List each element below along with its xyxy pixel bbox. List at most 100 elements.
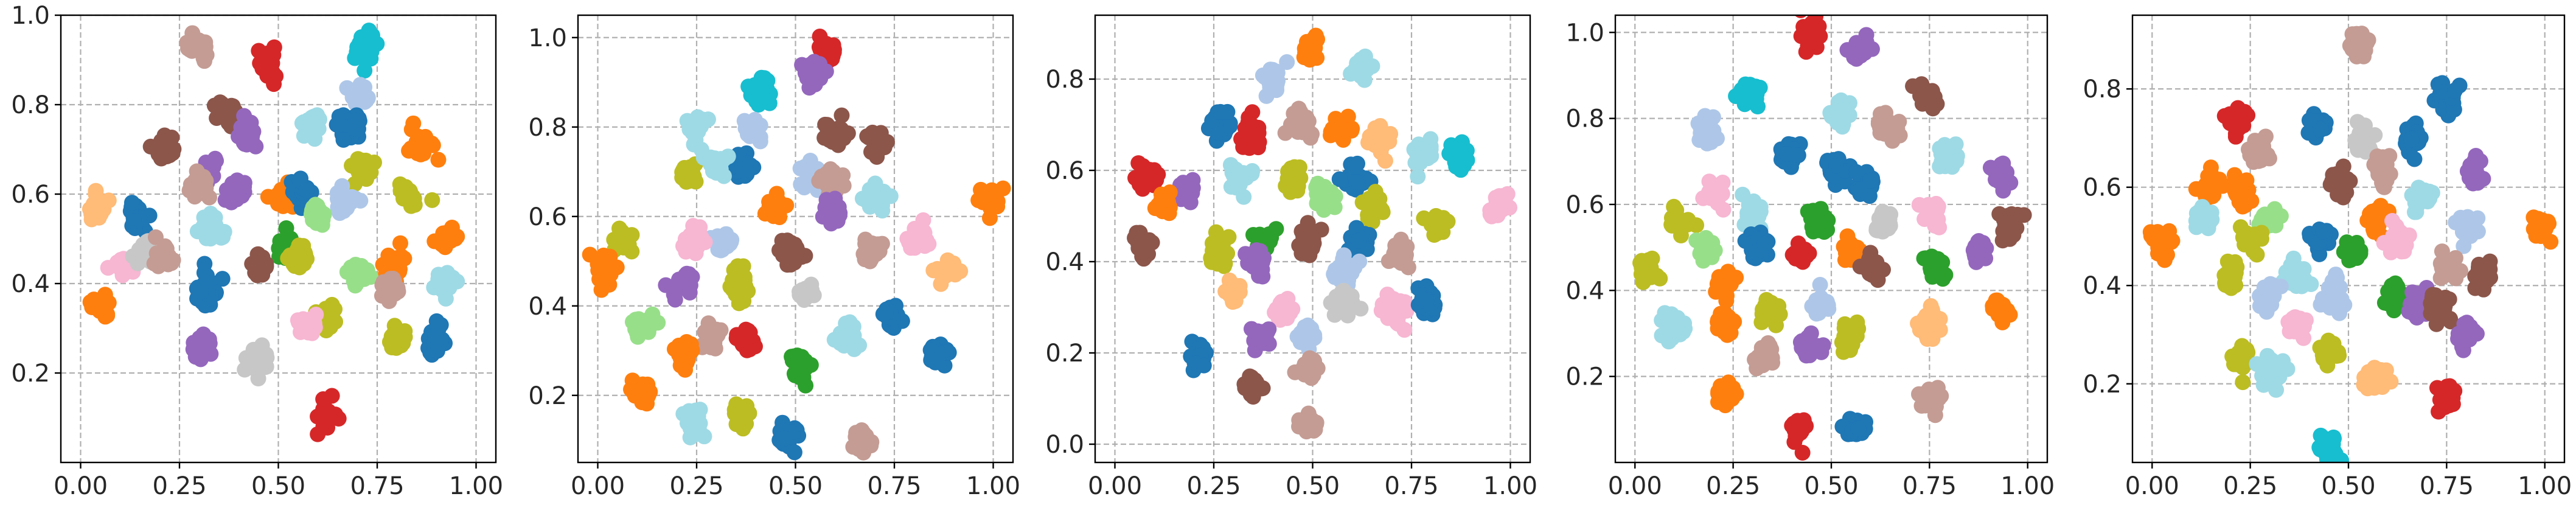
scatter-point [1291, 412, 1307, 428]
scatter-point [2227, 186, 2244, 202]
scatter-point [1835, 344, 1851, 360]
point-cluster [724, 145, 762, 185]
scatter-point [254, 262, 271, 279]
scatter-point [1852, 181, 1868, 198]
scatter-point [305, 119, 321, 135]
point-cluster [420, 313, 453, 363]
point-cluster [181, 163, 217, 206]
y-tick-label: 0.2 [528, 382, 567, 410]
scatter-point [423, 135, 440, 152]
scatter-point [1988, 167, 2005, 183]
scatter-point [1794, 444, 1811, 461]
scatter-point [197, 212, 213, 229]
point-cluster [811, 161, 852, 203]
scatter-point [1848, 164, 1864, 180]
scatter-point [427, 328, 444, 344]
scatter-points [582, 29, 1011, 461]
point-cluster [1172, 172, 1201, 211]
scatter-point [350, 151, 366, 167]
point-cluster [2300, 106, 2334, 146]
scatter-point [2447, 82, 2463, 99]
point-cluster [2404, 180, 2440, 220]
scatter-point [1225, 279, 1242, 296]
point-cluster [2224, 167, 2260, 215]
point-cluster [426, 265, 465, 307]
x-tick-label: 0.00 [1088, 472, 1142, 500]
scatter-point [752, 133, 768, 150]
scatter-point [1833, 92, 1850, 108]
scatter-point [330, 191, 346, 207]
point-cluster [925, 252, 969, 292]
scatter-point [1482, 206, 1499, 223]
point-cluster [284, 170, 319, 217]
point-cluster [1323, 108, 1360, 148]
scatter-point [1719, 288, 1735, 304]
y-tick-label: 0.4 [11, 270, 50, 298]
scatter-point [353, 165, 369, 181]
scatter-point [1808, 305, 1825, 322]
point-cluster [2366, 148, 2398, 195]
point-cluster [122, 195, 158, 240]
scatter-point [1331, 115, 1347, 131]
point-cluster [374, 271, 406, 309]
point-cluster [1982, 155, 2019, 199]
scatter-point [298, 182, 315, 198]
point-cluster [1847, 164, 1881, 204]
point-cluster [1654, 305, 1693, 350]
scatter-point [160, 256, 176, 273]
grid [1615, 15, 2047, 462]
scatter-point [1317, 193, 1333, 209]
point-cluster [1911, 380, 1949, 424]
scatter-point [1212, 103, 1228, 120]
scatter-point [736, 293, 752, 309]
point-cluster [794, 54, 834, 96]
scatter-point [2369, 148, 2386, 164]
scatter-point [2254, 211, 2270, 228]
scatter-point [1997, 221, 2014, 238]
point-cluster [329, 107, 367, 148]
scatter-point [855, 246, 872, 262]
scatter-point [349, 44, 365, 60]
scatter-point [430, 152, 447, 168]
point-cluster [1236, 368, 1271, 405]
scatter-point [1714, 385, 1731, 402]
scatter-point [1355, 58, 1371, 74]
scatter-point [1671, 214, 1687, 231]
x-tick-label: 0.50 [1804, 472, 1858, 500]
scatter-point [1672, 322, 1688, 338]
scatter-point [981, 210, 998, 226]
axes-frame [60, 14, 497, 464]
scatter-point [1290, 100, 1307, 117]
point-cluster [1183, 333, 1214, 378]
scatter-point [1747, 83, 1764, 99]
scatter-point [1244, 104, 1261, 120]
scatter-point [2354, 37, 2370, 54]
scatter-point [357, 63, 373, 79]
scatter-point [1720, 309, 1736, 325]
scatter-point [1828, 158, 1845, 174]
scatter-point [392, 235, 408, 251]
point-cluster [1287, 350, 1326, 386]
scatter-point [1927, 399, 1944, 415]
scatter-point [739, 338, 756, 354]
scatter-point [740, 78, 757, 95]
point-cluster [1965, 233, 1994, 270]
scatter-point [1710, 277, 1727, 293]
scatter-point [1305, 231, 1321, 248]
scatter-point [374, 277, 391, 293]
point-cluster [1708, 263, 1744, 309]
scatter-point [1446, 145, 1462, 162]
point-cluster [674, 156, 704, 190]
scatter-point [339, 264, 355, 281]
axes-frame [1614, 14, 2049, 464]
scatter-point [190, 279, 206, 296]
scatter-point [124, 195, 140, 211]
point-cluster [310, 388, 347, 442]
x-tick-label: 0.25 [1186, 472, 1241, 500]
x-tick-label: 0.75 [867, 472, 921, 500]
point-cluster [1793, 15, 1828, 60]
point-cluster [1373, 287, 1415, 338]
scatter-point [441, 225, 458, 242]
scatter-point [1790, 235, 1806, 252]
